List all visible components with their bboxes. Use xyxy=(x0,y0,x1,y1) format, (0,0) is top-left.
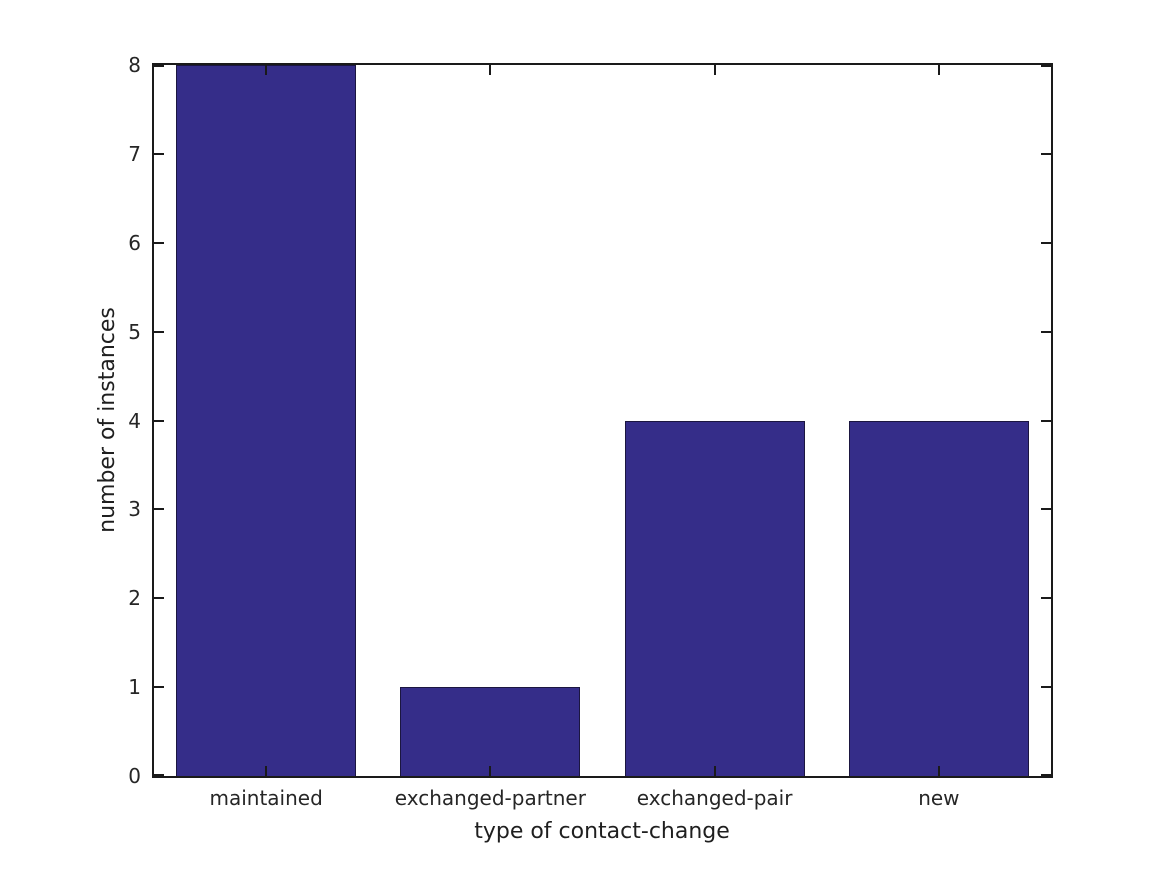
y-axis-tick-right xyxy=(1041,597,1051,600)
x-axis-tick-bottom xyxy=(489,766,492,776)
y-axis-tick-right xyxy=(1041,774,1051,776)
y-tick-label-8: 8 xyxy=(128,53,141,77)
y-tick-label-5: 5 xyxy=(128,319,141,344)
y-axis-tick-right xyxy=(1041,508,1051,511)
x-axis-tick-top xyxy=(489,65,492,75)
y-tick-label-7: 7 xyxy=(128,141,141,166)
y-axis-tick-right xyxy=(1041,686,1051,689)
y-tick-label-1: 1 xyxy=(128,675,141,700)
y-axis-tick-left xyxy=(154,241,164,244)
y-axis-tick-left xyxy=(154,65,164,67)
y-axis-tick-right xyxy=(1041,330,1051,333)
y-axis-tick-left xyxy=(154,330,164,333)
x-axis-tick-bottom xyxy=(713,766,716,776)
y-axis-tick-left xyxy=(154,774,164,776)
y-tick-label-4: 4 xyxy=(128,408,141,433)
x-tick-label-exchanged-partner: exchanged-partner xyxy=(394,786,586,810)
x-axis-label: type of contact-change xyxy=(474,819,730,844)
plot-area xyxy=(152,63,1053,778)
bar-maintained xyxy=(176,65,357,776)
y-axis-tick-right xyxy=(1041,419,1051,422)
y-axis-tick-left xyxy=(154,152,164,155)
y-axis-tick-left xyxy=(154,419,164,422)
x-tick-label-maintained: maintained xyxy=(209,786,323,810)
x-axis-tick-top xyxy=(713,65,716,75)
x-axis-tick-bottom xyxy=(937,766,940,776)
x-tick-label-new: new xyxy=(918,786,960,810)
y-axis-tick-right xyxy=(1041,241,1051,244)
y-axis-tick-right xyxy=(1041,65,1051,67)
bar-exchanged-partner xyxy=(400,687,581,776)
x-axis-tick-bottom xyxy=(265,766,268,776)
x-tick-label-exchanged-pair: exchanged-pair xyxy=(636,786,793,810)
y-tick-label-3: 3 xyxy=(128,497,141,522)
y-axis-tick-left xyxy=(154,597,164,600)
y-axis-tick-left xyxy=(154,508,164,511)
y-axis-tick-right xyxy=(1041,152,1051,155)
y-axis-label: number of instances xyxy=(95,307,120,533)
x-axis-tick-top xyxy=(937,65,940,75)
y-axis-tick-left xyxy=(154,686,164,689)
y-tick-label-6: 6 xyxy=(128,230,141,255)
y-tick-label-0: 0 xyxy=(128,764,141,788)
bar-exchanged-pair xyxy=(624,420,805,776)
y-tick-label-2: 2 xyxy=(128,586,141,611)
x-axis-tick-top xyxy=(265,65,268,75)
bar-new xyxy=(848,420,1029,776)
